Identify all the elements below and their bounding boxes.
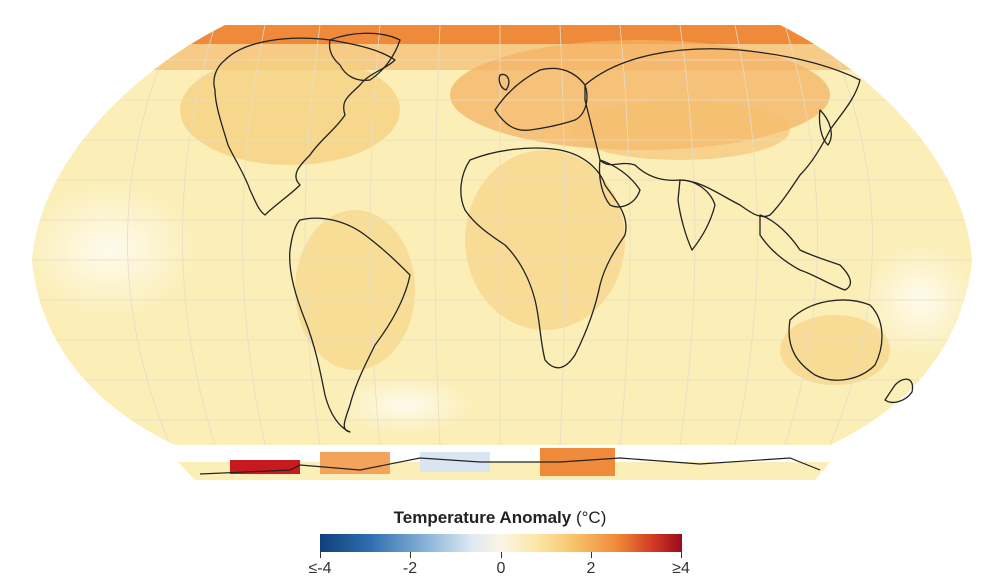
north-america-outline: [213, 37, 396, 216]
antarctica-strip: [178, 448, 830, 480]
colorbar-tick-label: -2: [402, 560, 418, 577]
colorbar-tick-label: 2: [586, 560, 596, 577]
africa-outline: [460, 147, 627, 369]
legend-title-unit: (°C): [575, 508, 607, 527]
southeast-asia-outline: [759, 214, 852, 291]
colorbar-tick-label: ≤-4: [308, 560, 332, 577]
colorbar-tick-label: 0: [496, 560, 506, 577]
colorbar-tick: [320, 552, 321, 558]
arabia-outline: [598, 159, 641, 208]
new-zealand-outline: [884, 378, 914, 403]
colorbar-tick: [681, 552, 682, 558]
continent-outlines: [213, 32, 914, 433]
japan-outline: [818, 109, 832, 146]
globe-shape: [32, 25, 972, 445]
australia-outline: [788, 299, 883, 381]
colorbar-tick: [501, 552, 502, 558]
uk-outline: [498, 73, 510, 91]
temperature-anomaly-map: [32, 25, 972, 480]
colorbar-tick-label: ≥4: [672, 560, 690, 577]
india-outline: [677, 179, 716, 251]
greenland-outline: [328, 32, 401, 81]
temperature-colorbar: [320, 534, 682, 552]
europe-outline: [494, 67, 588, 131]
south-america-outline: [289, 217, 411, 433]
asia-outline: [584, 48, 861, 218]
legend-title: Temperature Anomaly (°C): [0, 508, 1000, 528]
colorbar-tick: [591, 552, 592, 558]
legend-title-text: Temperature Anomaly: [393, 508, 572, 527]
colorbar-tick: [410, 552, 411, 558]
